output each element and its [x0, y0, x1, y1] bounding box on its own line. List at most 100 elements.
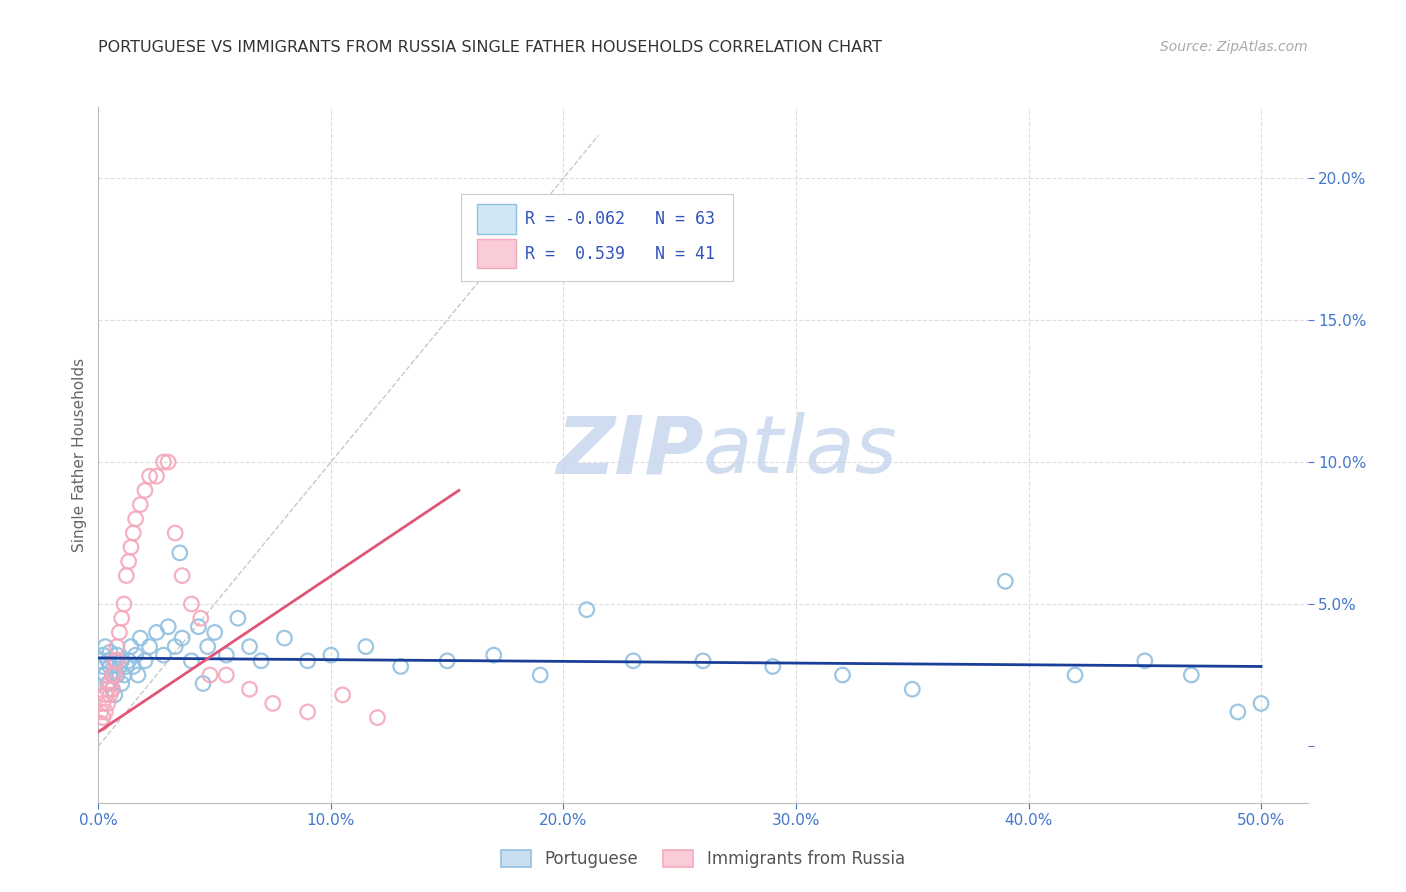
Point [138, 640, 160, 654]
Point [389, 659, 412, 673]
Point [436, 654, 458, 668]
Point [105, 654, 128, 668]
Point [111, 654, 134, 668]
FancyBboxPatch shape [477, 239, 516, 268]
Point [97, 697, 120, 711]
Point [831, 668, 853, 682]
Point [91, 659, 114, 673]
Point [1226, 705, 1249, 719]
Point [118, 654, 141, 668]
Point [297, 654, 319, 668]
Point [104, 654, 127, 668]
Text: R = -0.062   N = 63: R = -0.062 N = 63 [526, 210, 716, 228]
Point [621, 654, 644, 668]
Point [354, 640, 377, 654]
Point [124, 648, 146, 662]
Point [98, 676, 121, 690]
Point [152, 455, 174, 469]
Text: R =  0.539   N = 41: R = 0.539 N = 41 [526, 244, 716, 263]
Point [172, 631, 194, 645]
Point [1180, 668, 1202, 682]
Point [94, 688, 117, 702]
Point [762, 659, 785, 673]
Point [101, 668, 124, 682]
Point [98, 659, 121, 673]
Point [1250, 697, 1272, 711]
Point [105, 640, 128, 654]
Point [1133, 654, 1156, 668]
Point [157, 455, 180, 469]
Point [97, 682, 120, 697]
Point [901, 682, 924, 697]
Point [94, 705, 117, 719]
Point [122, 526, 145, 541]
Point [262, 697, 284, 711]
Point [1064, 668, 1087, 682]
Point [98, 645, 121, 659]
Point [180, 597, 202, 611]
Point [90, 716, 112, 731]
Point [90, 654, 112, 668]
Point [90, 705, 112, 719]
Point [190, 611, 212, 625]
Point [204, 625, 226, 640]
Point [108, 625, 131, 640]
Point [165, 640, 187, 654]
Point [104, 688, 127, 702]
Point [332, 688, 354, 702]
Point [91, 710, 114, 724]
Point [129, 631, 152, 645]
Point [105, 648, 128, 662]
Point [101, 668, 124, 682]
Point [575, 603, 598, 617]
Point [124, 512, 146, 526]
Point [127, 668, 149, 682]
Point [118, 554, 141, 568]
Point [97, 654, 120, 668]
Point [692, 654, 714, 668]
Point [115, 659, 138, 673]
Point [145, 469, 167, 483]
Point [134, 483, 156, 498]
Point [239, 640, 262, 654]
Point [145, 625, 167, 640]
Text: ZIP: ZIP [555, 412, 703, 491]
Point [98, 688, 121, 702]
Point [157, 620, 180, 634]
Point [239, 682, 262, 697]
Point [169, 546, 191, 560]
Point [138, 469, 160, 483]
Point [111, 676, 134, 690]
Point [273, 631, 295, 645]
Point [101, 682, 124, 697]
Point [97, 676, 120, 690]
Point [111, 611, 134, 625]
Point [215, 668, 238, 682]
Point [191, 676, 214, 690]
Point [366, 710, 388, 724]
Point [115, 568, 138, 582]
Point [91, 697, 114, 711]
Point [122, 659, 145, 673]
Point [101, 682, 124, 697]
Point [215, 648, 238, 662]
Point [165, 526, 187, 541]
Point [187, 620, 209, 634]
Point [104, 668, 127, 682]
Point [105, 668, 128, 682]
Legend: Portuguese, Immigrants from Russia: Portuguese, Immigrants from Russia [495, 843, 911, 874]
Point [112, 597, 135, 611]
Point [529, 668, 551, 682]
Point [482, 648, 505, 662]
Point [198, 668, 221, 682]
FancyBboxPatch shape [477, 204, 516, 234]
Point [120, 640, 142, 654]
Text: Source: ZipAtlas.com: Source: ZipAtlas.com [1160, 40, 1308, 54]
Point [226, 611, 249, 625]
Point [91, 648, 114, 662]
Point [104, 654, 127, 668]
Point [134, 654, 156, 668]
Text: PORTUGUESE VS IMMIGRANTS FROM RUSSIA SINGLE FATHER HOUSEHOLDS CORRELATION CHART: PORTUGUESE VS IMMIGRANTS FROM RUSSIA SIN… [98, 40, 883, 55]
Point [94, 668, 117, 682]
Point [172, 568, 194, 582]
